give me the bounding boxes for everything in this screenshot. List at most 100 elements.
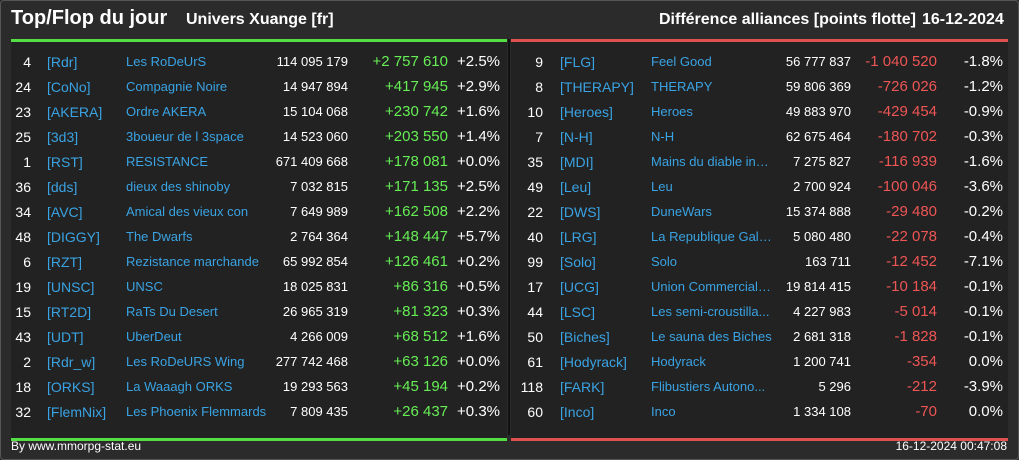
- table-row: 43 [UDT] UberDeut 4 266 009 +68 512 +1.6%: [11, 325, 507, 350]
- alliance-tag-link[interactable]: [FARK]: [560, 379, 605, 395]
- percent-cell: +0.3%: [457, 303, 500, 320]
- percent-cell: -0.3%: [963, 128, 1003, 145]
- delta-cell: -354: [906, 353, 937, 370]
- alliance-tag-link[interactable]: [Leu]: [560, 179, 592, 195]
- table-row: 2 [Rdr_w] Les RoDeURS Wing 277 742 468 +63 1…: [11, 350, 507, 375]
- alliance-tag-link[interactable]: [DWS]: [560, 204, 601, 220]
- score-cell: 4 266 009: [290, 329, 348, 344]
- delta-cell: +86 316: [393, 278, 448, 295]
- rank-cell: 32: [15, 404, 31, 420]
- table-row: 7 [N-H] N-H 62 675 464 -180 702 -0.3%: [511, 125, 1008, 150]
- table-row: 34 [AVC] Amical des vieux con 7 649 989 +162…: [11, 200, 507, 225]
- rank-cell: 18: [15, 379, 31, 395]
- table-row: 10 [Heroes] Heroes 49 883 970 -429 454 -0.9%: [511, 100, 1008, 125]
- alliance-tag-link[interactable]: [FLG]: [560, 54, 596, 70]
- table-row: 4 [Rdr] Les RoDeUrS 114 095 179 +2 757 610 +2…: [11, 50, 507, 75]
- alliance-tag-link[interactable]: [Rdr]: [47, 54, 78, 70]
- rank-cell: 49: [527, 179, 543, 195]
- alliance-tag-link[interactable]: [RT2D]: [47, 304, 92, 320]
- alliance-tag-link[interactable]: [UDT]: [47, 329, 84, 345]
- alliance-tag-link[interactable]: [RST]: [47, 154, 83, 170]
- alliance-tag-link[interactable]: [3d3]: [47, 129, 79, 145]
- alliance-tag-link[interactable]: [CoNo]: [47, 79, 91, 95]
- table-row: 60 [Inco] Inco 1 334 108 -70 0.0%: [511, 400, 1008, 425]
- alliance-tag-link[interactable]: [DIGGY]: [47, 229, 100, 245]
- score-cell: 1 334 108: [793, 404, 851, 419]
- table-row: 8 [THERAPY] THERAPY 59 806 369 -726 026 -1.2%: [511, 75, 1008, 100]
- alliance-tag-link[interactable]: [Rdr_w]: [47, 354, 96, 370]
- delta-cell: +63 126: [393, 353, 448, 370]
- alliance-tag-link[interactable]: [Inco]: [560, 404, 595, 420]
- percent-cell: -1.2%: [963, 78, 1003, 95]
- delta-cell: -29 480: [886, 203, 937, 220]
- table-row: 22 [DWS] DuneWars 15 374 888 -29 480 -0.2%: [511, 200, 1008, 225]
- alliance-tag-link[interactable]: [LRG]: [560, 229, 597, 245]
- table-row: 36 [dds] dieux des shinoby 7 032 815 +171 13…: [11, 175, 507, 200]
- delta-cell: -100 046: [877, 178, 937, 195]
- alliance-tag-link[interactable]: [THERAPY]: [560, 79, 634, 95]
- score-cell: 14 523 060: [282, 129, 348, 144]
- alliance-tag-link[interactable]: [AVC]: [47, 204, 83, 220]
- percent-cell: 0.0%: [968, 403, 1003, 420]
- delta-cell: -70: [915, 403, 937, 420]
- alliance-tag-link[interactable]: [LSC]: [560, 304, 596, 320]
- rank-cell: 9: [535, 54, 543, 70]
- delta-cell: -212: [906, 378, 937, 395]
- alliance-tag-link[interactable]: [Hodyrack]: [560, 354, 627, 370]
- delta-cell: -726 026: [877, 78, 937, 95]
- percent-cell: +2.5%: [457, 178, 500, 195]
- percent-cell: +1.4%: [457, 128, 500, 145]
- delta-cell: -22 078: [886, 228, 937, 245]
- percent-cell: -0.9%: [963, 103, 1003, 120]
- rank-cell: 7: [535, 129, 543, 145]
- rank-cell: 40: [527, 229, 543, 245]
- delta-cell: -180 702: [877, 128, 937, 145]
- alliance-tag-link[interactable]: [Biches]: [560, 329, 610, 345]
- source-credit: By www.mmorpg-stat.eu: [11, 439, 142, 453]
- rank-cell: 36: [15, 179, 31, 195]
- rank-cell: 35: [527, 154, 543, 170]
- alliance-tag-link[interactable]: [FlemNix]: [47, 404, 107, 420]
- score-cell: 15 104 068: [282, 104, 348, 119]
- header-date: 16-12-2024: [922, 11, 1004, 28]
- alliance-tag-link[interactable]: [Heroes]: [560, 104, 613, 120]
- rank-cell: 25: [15, 129, 31, 145]
- delta-cell: +81 323: [393, 303, 448, 320]
- table-row: 9 [FLG] Feel Good 56 777 837 -1 040 520 -1.8%: [511, 50, 1008, 75]
- rank-cell: 44: [527, 304, 543, 320]
- table-row: 15 [RT2D] RaTs Du Desert 26 965 319 +81 323 +…: [11, 300, 507, 325]
- percent-cell: -3.6%: [963, 178, 1003, 195]
- percent-cell: +0.2%: [457, 253, 500, 270]
- score-cell: 7 809 435: [290, 404, 348, 419]
- table-row: 25 [3d3] 3boueur de l 3space 14 523 060 +203…: [11, 125, 507, 150]
- table-row: 61 [Hodyrack] Hodyrack 1 200 741 -354 0.0%: [511, 350, 1008, 375]
- alliance-tag-link[interactable]: [AKERA]: [47, 104, 103, 120]
- delta-cell: -1 828: [894, 328, 937, 345]
- rank-cell: 22: [527, 204, 543, 220]
- rank-cell: 19: [15, 279, 31, 295]
- delta-cell: -5 014: [894, 303, 937, 320]
- table-row: 24 [CoNo] Compagnie Noire 14 947 894 +417 94…: [11, 75, 507, 100]
- alliance-tag-link[interactable]: [N-H]: [560, 129, 593, 145]
- rank-cell: 43: [15, 329, 31, 345]
- alliance-tag-link[interactable]: [ORKS]: [47, 379, 95, 395]
- delta-cell: -116 939: [878, 153, 937, 170]
- delta-cell: +203 550: [385, 128, 448, 145]
- alliance-tag-link[interactable]: [UNSC]: [47, 279, 95, 295]
- table-row: 99 [Solo] Solo 163 711 -12 452 -7.1%: [511, 250, 1008, 275]
- rank-cell: 15: [15, 304, 31, 320]
- score-cell: 7 032 815: [290, 179, 348, 194]
- percent-cell: +1.6%: [457, 103, 500, 120]
- percent-cell: +0.2%: [457, 378, 500, 395]
- table-row: 35 [MDI] Mains du diable inco... 7 275 827-…: [511, 150, 1008, 175]
- delta-cell: -12 452: [886, 253, 937, 270]
- alliance-tag-link[interactable]: [Solo]: [560, 254, 596, 270]
- flop-panel: 9 [FLG] Feel Good 56 777 837 -1 040 520 -1.8%…: [511, 39, 1008, 441]
- alliance-tag-link[interactable]: [RZT]: [47, 254, 82, 270]
- alliance-tag-link[interactable]: [MDI]: [560, 154, 594, 170]
- alliance-tag-link[interactable]: [dds]: [47, 179, 78, 195]
- rank-cell: 1: [23, 154, 31, 170]
- table-row: 23 [AKERA] Ordre AKERA 15 104 068 +230 742 +1…: [11, 100, 507, 125]
- alliance-tag-link[interactable]: [UCG]: [560, 279, 599, 295]
- header: Top/Flop du jour Univers Xuange [fr] Dif…: [0, 0, 1019, 38]
